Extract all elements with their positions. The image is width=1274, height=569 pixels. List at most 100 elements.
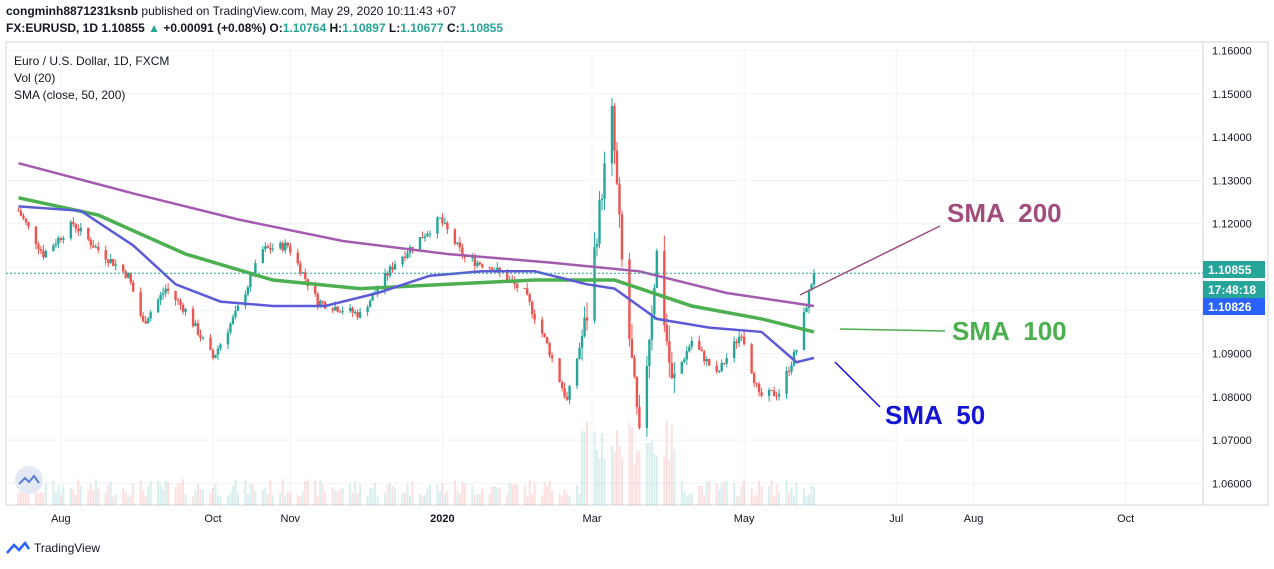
candle-body[interactable] [411,246,414,250]
candle-body[interactable] [319,301,322,307]
candle-body[interactable] [201,337,205,339]
candle-body[interactable] [107,259,110,263]
candle-body[interactable] [461,247,464,256]
candle-body[interactable] [104,250,107,260]
candle-body[interactable] [214,354,217,359]
candle-body[interactable] [478,262,482,265]
candle-body[interactable] [670,362,674,379]
candle-body[interactable] [22,215,25,219]
candle-body[interactable] [69,221,73,239]
candle-body[interactable] [131,282,135,292]
candle-body[interactable] [775,395,778,397]
candle-body[interactable] [550,355,554,359]
candle-body[interactable] [708,359,711,366]
candle-body[interactable] [428,233,432,235]
candle-body[interactable] [615,150,619,184]
candle-body[interactable] [79,227,83,232]
candle-body[interactable] [443,222,447,224]
candle-body[interactable] [139,291,142,316]
candle-body[interactable] [401,256,404,265]
candle-body[interactable] [613,105,616,151]
candle-body[interactable] [279,242,282,249]
candle-body[interactable] [543,333,546,337]
candle-body[interactable] [94,246,97,248]
candle-body[interactable] [34,226,38,245]
candle-body[interactable] [351,307,354,313]
candle-body[interactable] [333,306,337,311]
candle-body[interactable] [141,315,145,322]
candle-body[interactable] [376,289,379,293]
candle-body[interactable] [388,266,392,276]
candle-body[interactable] [164,288,167,293]
candle-body[interactable] [199,334,202,339]
candle-body[interactable] [737,336,741,344]
candle-body[interactable] [528,294,531,302]
candle-body[interactable] [19,210,23,216]
candle-body[interactable] [179,300,182,305]
candle-body[interactable] [59,237,63,240]
candle-body[interactable] [770,389,773,391]
candle-body[interactable] [720,362,723,372]
candle-body[interactable] [585,317,589,321]
candle-body[interactable] [331,308,334,311]
candle-body[interactable] [620,214,624,260]
candle-body[interactable] [181,304,185,312]
candle-body[interactable] [254,263,257,276]
candle-body[interactable] [732,341,736,359]
candle-body[interactable] [752,373,756,383]
candle-body[interactable] [144,321,147,324]
candle-body[interactable] [271,248,275,250]
candle-body[interactable] [688,346,691,352]
candle-body[interactable] [194,323,197,327]
candle-body[interactable] [760,392,763,396]
candle-body[interactable] [735,341,738,344]
sma-200-line[interactable] [18,161,815,308]
candle-body[interactable] [560,382,564,389]
candle-body[interactable] [234,310,237,318]
candle-body[interactable] [705,359,708,362]
candle-body[interactable] [630,339,634,358]
candle-body[interactable] [650,314,654,340]
candle-body[interactable] [149,312,152,319]
candle-body[interactable] [112,258,115,266]
candle-body[interactable] [321,301,324,303]
candle-body[interactable] [525,288,529,295]
candle-body[interactable] [777,393,781,397]
candle-body[interactable] [426,233,429,237]
candle-body[interactable] [533,314,536,320]
candle-body[interactable] [700,349,703,352]
candle-body[interactable] [523,287,526,289]
candle-body[interactable] [580,335,584,348]
candle-body[interactable] [74,224,78,229]
candle-body[interactable] [299,263,302,274]
candle-body[interactable] [593,247,596,321]
candle-body[interactable] [348,307,352,312]
candle-body[interactable] [805,307,808,312]
candle-body[interactable] [403,256,407,258]
candle-body[interactable] [476,262,479,266]
candle-body[interactable] [226,332,230,345]
candle-body[interactable] [473,257,477,266]
candle-body[interactable] [757,383,761,393]
candle-body[interactable] [673,373,676,379]
candle-body[interactable] [645,365,649,429]
candle-body[interactable] [236,305,240,311]
candle-body[interactable] [284,242,287,251]
candle-body[interactable] [498,267,501,272]
candle-body[interactable] [383,273,387,290]
candle-body[interactable] [39,248,43,251]
candle-body[interactable] [715,365,718,372]
candle-body[interactable] [418,237,422,250]
candle-body[interactable] [481,264,484,268]
candle-body[interactable] [655,250,659,288]
candle-body[interactable] [795,349,798,352]
candle-body[interactable] [356,311,359,318]
candle-body[interactable] [755,382,758,384]
candle-body[interactable] [393,264,397,270]
candle-body[interactable] [191,308,195,327]
candle-body[interactable] [296,252,299,264]
candle-body[interactable] [685,351,688,360]
candle-body[interactable] [156,299,160,313]
candle-body[interactable] [680,362,684,374]
candle-body[interactable] [146,318,150,324]
